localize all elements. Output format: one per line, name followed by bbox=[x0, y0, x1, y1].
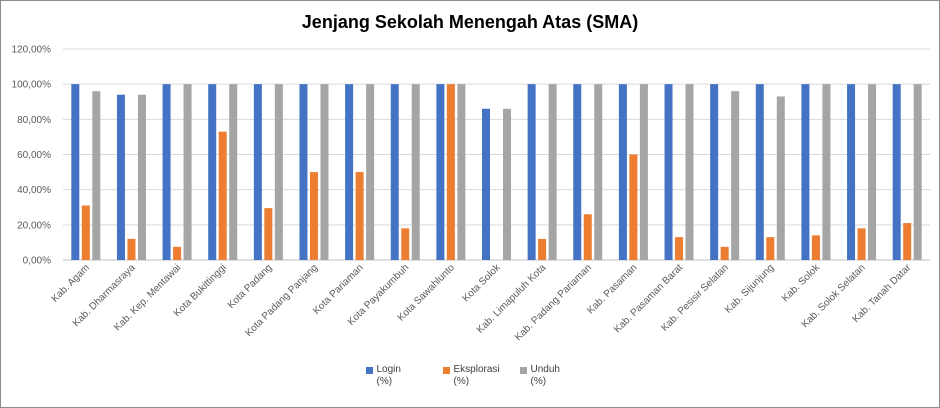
legend-label: Eksplorasi (%) bbox=[453, 364, 500, 387]
bar-unduh bbox=[320, 84, 329, 261]
bar-eksplorasi bbox=[675, 237, 684, 260]
bar-login bbox=[892, 84, 901, 261]
legend-item: Login (%) bbox=[365, 364, 421, 388]
legend-swatch bbox=[519, 367, 527, 374]
bar-eksplorasi bbox=[173, 246, 182, 260]
bars bbox=[71, 84, 922, 261]
bar-unduh bbox=[229, 84, 238, 261]
bar-eksplorasi bbox=[127, 238, 136, 260]
bar-unduh bbox=[137, 94, 146, 260]
bar-unduh bbox=[92, 91, 101, 260]
bar-unduh bbox=[913, 84, 922, 261]
x-category-label: Kab. Agam bbox=[50, 262, 92, 304]
bar-eksplorasi bbox=[538, 238, 547, 260]
y-tick-label: 20,00% bbox=[17, 220, 51, 231]
y-tick-label: 120,00% bbox=[12, 45, 52, 56]
bar-unduh bbox=[868, 84, 877, 261]
bar-unduh bbox=[685, 84, 694, 261]
bar-login bbox=[162, 84, 171, 261]
bar-login bbox=[253, 84, 262, 261]
bar-eksplorasi bbox=[81, 205, 90, 260]
y-tick-label: 40,00% bbox=[17, 185, 51, 196]
bar-unduh bbox=[594, 84, 603, 261]
y-tick-label: 0,00% bbox=[23, 256, 51, 267]
bar-unduh bbox=[366, 84, 375, 261]
bar-login bbox=[664, 84, 673, 261]
bar-eksplorasi bbox=[446, 84, 455, 261]
legend-label: Login (%) bbox=[376, 364, 401, 387]
x-category-label: Kab. Solok bbox=[780, 262, 823, 305]
bar-unduh bbox=[548, 84, 557, 261]
bar-eksplorasi bbox=[218, 131, 227, 260]
y-tick-label: 60,00% bbox=[17, 150, 51, 161]
bar-eksplorasi bbox=[811, 235, 820, 260]
bar-login bbox=[801, 84, 810, 261]
x-category-label: Kab. Padang Pariaman bbox=[513, 262, 594, 343]
bar-login bbox=[71, 84, 80, 261]
bar-eksplorasi bbox=[264, 208, 273, 260]
bar-unduh bbox=[822, 84, 831, 261]
legend-item: Unduh (%) bbox=[519, 364, 575, 388]
legend-label: Unduh (%) bbox=[530, 364, 560, 387]
bar-eksplorasi bbox=[857, 228, 866, 260]
bar-eksplorasi bbox=[309, 172, 318, 260]
bar-eksplorasi bbox=[355, 172, 364, 260]
bar-unduh bbox=[183, 84, 192, 261]
bar-login bbox=[116, 94, 125, 260]
bar-login bbox=[208, 84, 217, 261]
x-category-label: Kota Padang bbox=[226, 262, 275, 311]
bar-login bbox=[527, 84, 536, 261]
bar-eksplorasi bbox=[720, 246, 729, 260]
bar-unduh bbox=[411, 84, 420, 261]
chart-title: Jenjang Sekolah Menengah Atas (SMA) bbox=[301, 12, 639, 32]
y-axis: 0,00% 20,00% 40,00% 60,00% 80,00% 100,00% 120,… bbox=[12, 45, 52, 267]
bar-unduh bbox=[776, 96, 785, 260]
bar-eksplorasi bbox=[903, 223, 912, 260]
bar-login bbox=[390, 84, 399, 261]
bar-unduh bbox=[457, 84, 466, 261]
bar-login bbox=[299, 84, 308, 261]
bar-login bbox=[573, 84, 582, 261]
legend: Login (%) Eksplorasi (%) Unduh (%) bbox=[0, 364, 940, 388]
bar-unduh bbox=[503, 108, 511, 261]
bar-login bbox=[345, 84, 354, 261]
bar-login bbox=[755, 84, 764, 261]
legend-item: Eksplorasi (%) bbox=[442, 364, 500, 388]
bar-login bbox=[436, 84, 445, 261]
bar-login bbox=[847, 84, 856, 261]
bar-unduh bbox=[731, 91, 740, 260]
bar-eksplorasi bbox=[401, 228, 410, 260]
bar-unduh bbox=[274, 84, 283, 261]
y-tick-label: 100,00% bbox=[12, 80, 52, 91]
x-category-label: Kab. Sijunjung bbox=[723, 262, 776, 315]
bar-unduh bbox=[639, 84, 648, 261]
x-category-label: Kota Solok bbox=[461, 262, 504, 305]
gridlines bbox=[63, 48, 930, 261]
bar-eksplorasi bbox=[766, 237, 775, 260]
bar-login bbox=[710, 84, 719, 261]
bar-eksplorasi bbox=[629, 154, 638, 260]
bar-login bbox=[482, 108, 490, 261]
bar-eksplorasi bbox=[583, 214, 592, 260]
bar-login bbox=[618, 84, 627, 261]
legend-swatch bbox=[365, 367, 373, 374]
legend-swatch bbox=[442, 367, 450, 374]
y-tick-label: 80,00% bbox=[17, 115, 51, 126]
